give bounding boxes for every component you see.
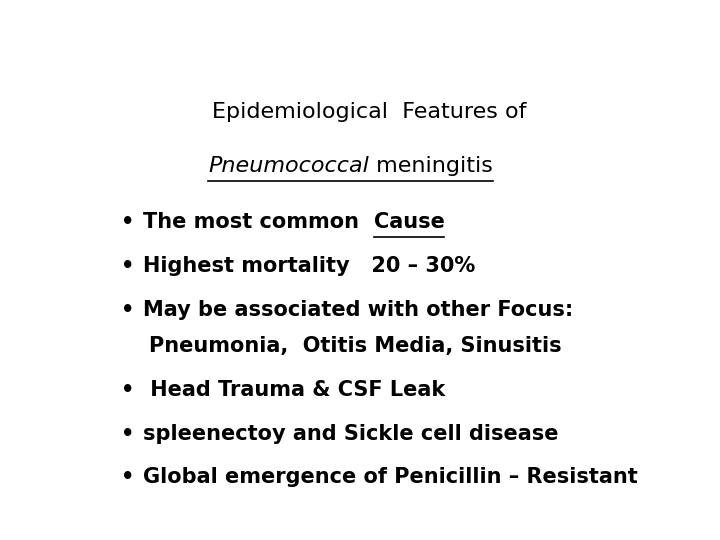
Text: Pneumococcal: Pneumococcal	[208, 156, 369, 176]
Text: •: •	[121, 467, 134, 487]
Text: May be associated with other Focus:: May be associated with other Focus:	[143, 300, 573, 320]
Text: •: •	[121, 424, 134, 444]
Text: •: •	[121, 212, 134, 232]
Text: spleenectoy and Sickle cell disease: spleenectoy and Sickle cell disease	[143, 424, 559, 444]
Text: Global emergence of Penicillin – Resistant: Global emergence of Penicillin – Resista…	[143, 467, 638, 487]
Text: meningitis: meningitis	[369, 156, 493, 176]
Text: The most common: The most common	[143, 212, 374, 232]
Text: Epidemiological  Features of: Epidemiological Features of	[212, 102, 526, 122]
Text: Highest mortality   20 – 30%: Highest mortality 20 – 30%	[143, 256, 475, 276]
Text: •: •	[121, 256, 134, 276]
Text: Head Trauma & CSF Leak: Head Trauma & CSF Leak	[143, 380, 445, 400]
Text: Cause: Cause	[374, 212, 444, 232]
Text: Pneumonia,  Otitis Media, Sinusitis: Pneumonia, Otitis Media, Sinusitis	[148, 336, 561, 356]
Text: •: •	[121, 380, 134, 400]
Text: •: •	[121, 300, 134, 320]
